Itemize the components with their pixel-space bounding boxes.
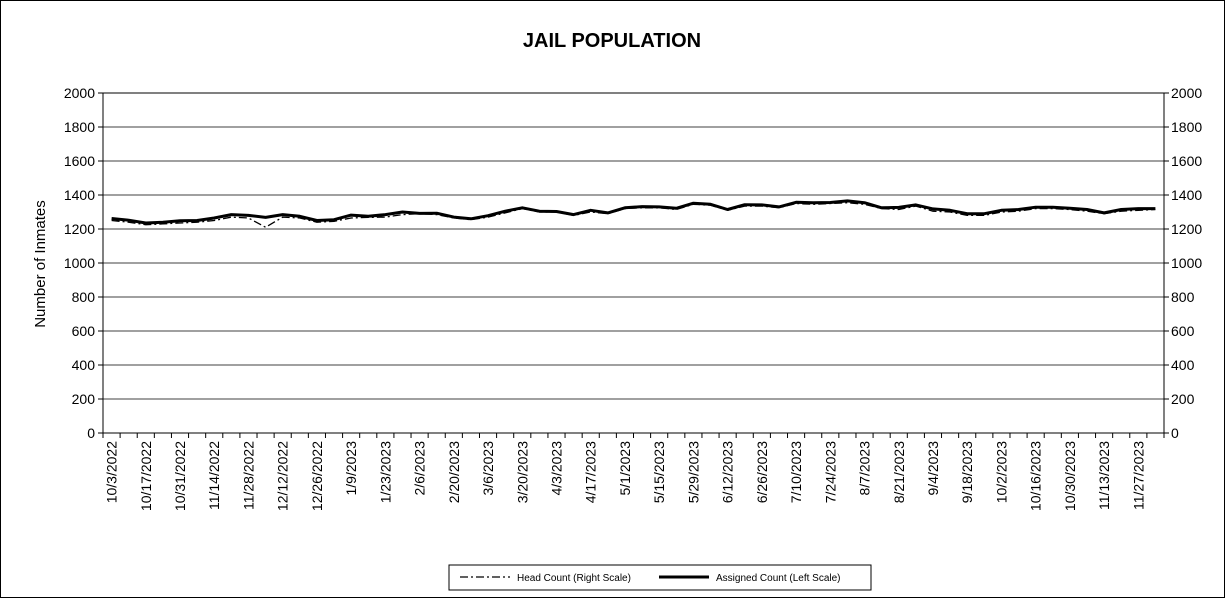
right-y-tick-label: 1400 (1171, 187, 1202, 203)
left-y-tick-labels: 0 200 400 600 800 1000 1200 1400 1600 1800 2000 (64, 85, 95, 441)
x-tick-label: 10/31/2022 (172, 441, 188, 511)
y-axis-label: Number of Inmates (32, 200, 49, 328)
x-tick-label: 4/3/2023 (548, 441, 564, 496)
x-tick-label: 10/30/2023 (1062, 441, 1078, 511)
x-tick-label: 10/16/2023 (1028, 441, 1044, 511)
right-y-tick-label: 1800 (1171, 119, 1202, 135)
right-y-tick-label: 1200 (1171, 221, 1202, 237)
x-tick-label: 2/6/2023 (412, 441, 428, 496)
x-tick-labels: 10/3/2022 10/17/2022 10/31/2022 11/14/2022 1… (104, 441, 1147, 511)
right-y-tick-label: 800 (1171, 289, 1195, 305)
x-tick-label: 12/26/2022 (309, 441, 325, 511)
left-y-tick-label: 1400 (64, 187, 95, 203)
x-tick-label: 7/24/2023 (822, 441, 838, 503)
x-tick-label: 1/23/2023 (377, 441, 393, 503)
left-y-tick-label: 1600 (64, 153, 95, 169)
left-y-tick-label: 1000 (64, 255, 95, 271)
x-tick-label: 6/26/2023 (754, 441, 770, 503)
x-tick-label: 2/20/2023 (446, 441, 462, 503)
x-tick-label: 3/20/2023 (514, 441, 530, 503)
legend: Head Count (Right Scale) Assigned Count … (448, 564, 872, 591)
right-y-tick-label: 600 (1171, 323, 1195, 339)
x-tick-label: 11/28/2022 (240, 441, 256, 510)
x-tick-label: 6/12/2023 (720, 441, 736, 503)
x-tick-label: 9/18/2023 (959, 441, 975, 503)
x-tick-label: 8/21/2023 (891, 441, 907, 503)
legend-label-assigned-count: Assigned Count (Left Scale) (716, 573, 841, 584)
x-tick-label: 12/12/2022 (275, 441, 291, 511)
right-y-tick-labels: 0 200 400 600 800 1000 1200 1400 1600 1800 2000 (1171, 85, 1202, 441)
x-tick-label: 10/17/2022 (138, 441, 154, 511)
x-tick-label: 11/13/2023 (1096, 441, 1112, 510)
chart-title: JAIL POPULATION (523, 30, 701, 52)
x-tick-label: 1/9/2023 (343, 441, 359, 496)
axes (98, 92, 1169, 438)
legend-label-head-count: Head Count (Right Scale) (517, 573, 631, 584)
x-tick-label: 7/10/2023 (788, 441, 804, 503)
x-tick-label: 10/2/2023 (993, 441, 1009, 503)
right-y-tick-label: 0 (1171, 425, 1179, 441)
x-tick-label: 5/1/2023 (617, 441, 633, 496)
left-y-tick-label: 800 (72, 289, 96, 305)
left-y-tick-label: 200 (72, 391, 96, 407)
x-tick-label: 3/6/2023 (480, 441, 496, 496)
x-tick-label: 11/27/2023 (1130, 441, 1146, 510)
left-y-tick-label: 600 (72, 323, 96, 339)
right-y-tick-label: 2000 (1171, 85, 1202, 101)
left-y-tick-label: 2000 (64, 85, 95, 101)
left-y-tick-label: 400 (72, 357, 96, 373)
series-line-assigned-count (111, 199, 1156, 225)
right-y-tick-label: 1000 (1171, 255, 1202, 271)
gridlines (103, 126, 1164, 400)
right-y-tick-label: 200 (1171, 391, 1195, 407)
right-y-tick-label: 400 (1171, 357, 1195, 373)
x-tick-label: 5/15/2023 (651, 441, 667, 503)
left-y-tick-label: 1200 (64, 221, 95, 237)
left-y-tick-label: 1800 (64, 119, 95, 135)
x-tick-label: 11/14/2022 (206, 441, 222, 510)
x-tick-label: 4/17/2023 (583, 441, 599, 503)
x-tick-label: 5/29/2023 (685, 441, 701, 503)
x-tick-label: 9/4/2023 (925, 441, 941, 496)
series-lines (111, 199, 1156, 228)
x-tick-label: 10/3/2022 (104, 441, 120, 503)
left-y-tick-label: 0 (87, 425, 95, 441)
right-y-tick-label: 1600 (1171, 153, 1202, 169)
x-tick-label: 8/7/2023 (857, 441, 873, 496)
